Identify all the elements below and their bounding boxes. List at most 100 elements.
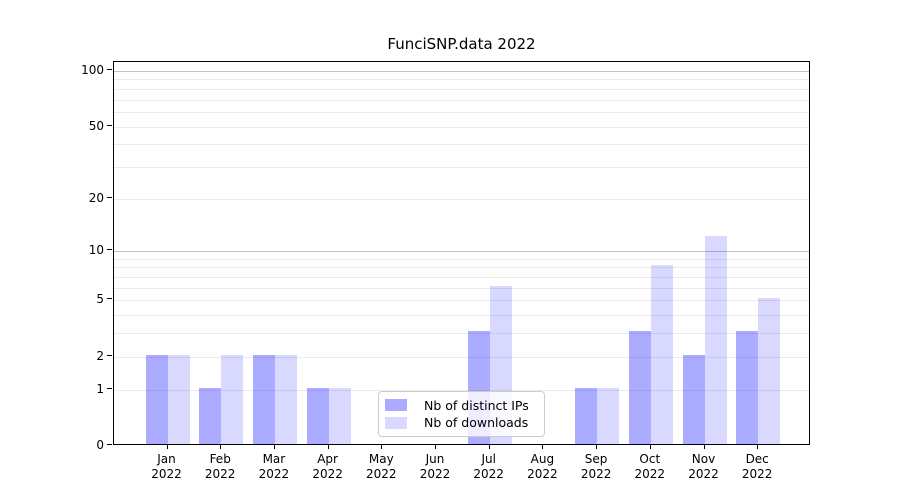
y-tick-label: 100 [81, 63, 104, 78]
x-tick-month: Jul [481, 452, 496, 466]
bar-distinct-ips [145, 354, 168, 444]
legend-row-downloads: Nb of downloads [385, 415, 536, 430]
x-tick-year: 2022 [634, 467, 666, 481]
gridline-minor [114, 287, 809, 289]
gridline-minor [114, 356, 809, 358]
bar-distinct-ips [252, 354, 275, 444]
x-tick-label: Jul 2022 [459, 452, 519, 482]
y-tick-mark [107, 444, 112, 445]
x-tick-year: 2022 [688, 467, 719, 481]
y-tick-label: 20 [88, 190, 104, 205]
gridline-major [114, 71, 809, 73]
x-tick-month: Sep [584, 452, 608, 466]
x-tick-mark [757, 445, 759, 449]
x-tick-mark [596, 445, 598, 449]
bar-distinct-ips [736, 331, 759, 444]
gridline-minor [114, 79, 809, 81]
x-tick-mark [381, 445, 383, 449]
x-tick-label: Sep 2022 [566, 452, 626, 482]
y-tick-label: 5 [96, 292, 104, 307]
x-tick-month: Oct [639, 452, 661, 466]
x-tick-label: Apr 2022 [298, 452, 358, 482]
y-tick-mark [107, 298, 112, 300]
gridline-minor [114, 111, 809, 113]
x-tick-mark [649, 445, 651, 449]
x-tick-year: 2022 [366, 467, 397, 481]
y-tick-label: 0 [96, 438, 104, 452]
x-tick-month: May [368, 452, 394, 466]
x-tick-month: Mar [262, 452, 286, 466]
x-tick-year: 2022 [151, 467, 182, 481]
x-tick-month: Feb [209, 452, 231, 466]
x-tick-label: Feb 2022 [190, 452, 250, 482]
x-tick-month: Jan [157, 452, 176, 466]
legend-label-distinct-ips: Nb of distinct IPs [424, 397, 529, 413]
bar-downloads [274, 354, 297, 444]
y-tick-label: 10 [88, 243, 104, 258]
gridline-minor [114, 277, 809, 279]
gridline-minor [114, 267, 809, 269]
legend-row-distinct-ips: Nb of distinct IPs [385, 398, 536, 413]
y-tick-mark [107, 354, 112, 356]
x-tick-mark [435, 445, 436, 449]
x-tick-month: Dec [745, 452, 769, 466]
gridline-minor [114, 198, 809, 200]
y-tick-label: 1 [96, 381, 104, 396]
legend-label-downloads: Nb of downloads [424, 415, 529, 431]
x-tick-mark [703, 445, 705, 449]
x-tick-mark [327, 445, 329, 449]
x-tick-year: 2022 [258, 467, 290, 481]
y-tick-label: 2 [96, 348, 104, 363]
x-tick-mark [273, 445, 275, 449]
x-tick-label: Jan 2022 [137, 452, 197, 482]
gridline-minor [114, 333, 809, 335]
y-tick-mark [107, 249, 112, 251]
gridline-minor [114, 144, 809, 146]
bar-downloads [328, 387, 351, 444]
y-tick-mark [107, 69, 112, 71]
x-tick-month: Jun [425, 452, 445, 466]
x-tick-month: Nov [691, 452, 716, 466]
bar-distinct-ips [306, 387, 329, 444]
x-tick-label: Nov 2022 [674, 452, 734, 482]
bar-downloads [704, 235, 727, 444]
x-tick-year: 2022 [419, 467, 451, 481]
x-tick-year: 2022 [580, 467, 612, 481]
gridline-minor [114, 126, 809, 128]
bar-downloads [221, 354, 244, 444]
x-tick-label: Aug 2022 [512, 452, 572, 482]
bar-downloads [650, 265, 673, 444]
bar-downloads [167, 354, 190, 444]
plot-area [113, 61, 810, 445]
bar-downloads [758, 298, 781, 444]
bar-distinct-ips [575, 387, 598, 444]
legend: Nb of distinct IPs Nb of downloads [378, 391, 545, 437]
x-tick-year: 2022 [527, 467, 558, 481]
x-tick-label: Oct 2022 [620, 452, 680, 482]
x-tick-label: Jun 2022 [405, 452, 465, 482]
x-tick-year: 2022 [473, 467, 504, 481]
gridline-minor [114, 88, 809, 90]
gridline-minor [114, 300, 809, 302]
x-tick-year: 2022 [312, 467, 343, 481]
x-tick-mark [542, 445, 544, 449]
gridline-minor [114, 315, 809, 317]
y-tick-mark [107, 387, 112, 389]
gridline-minor [114, 258, 809, 260]
x-tick-label: May 2022 [351, 452, 411, 482]
x-tick-month: Aug [530, 452, 555, 466]
bar-distinct-ips [682, 354, 705, 444]
y-tick-mark [107, 124, 112, 126]
bar-distinct-ips [199, 387, 222, 444]
x-tick-year: 2022 [741, 467, 773, 481]
chart-title: FunciSNP.data 2022 [387, 35, 536, 53]
x-tick-mark [166, 445, 168, 449]
gridline-major [114, 251, 809, 253]
x-tick-label: Mar 2022 [244, 452, 304, 482]
x-tick-label: Dec 2022 [727, 452, 787, 482]
gridline-minor [114, 99, 809, 101]
x-tick-month: Apr [317, 452, 338, 466]
y-tick-mark [107, 196, 112, 198]
gridline-minor [114, 166, 809, 168]
